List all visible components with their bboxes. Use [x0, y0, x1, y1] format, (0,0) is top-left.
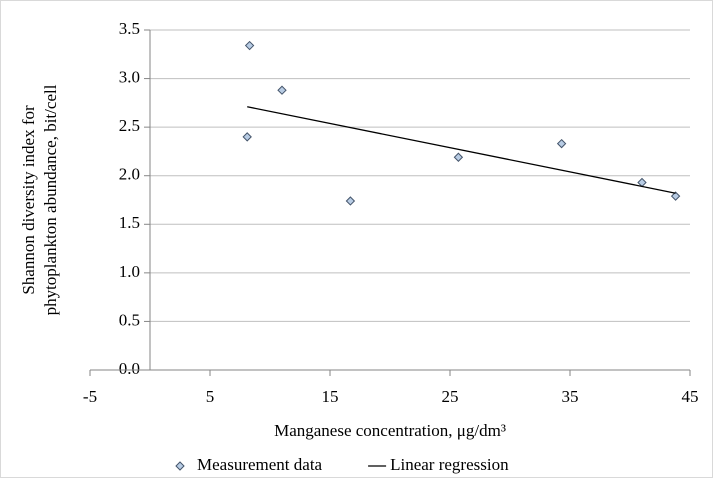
y-tick-label: 3.5: [119, 19, 140, 38]
regression-line: [247, 106, 676, 194]
y-tick-label: 2.5: [119, 116, 140, 135]
x-tick-label: -5: [83, 387, 97, 406]
x-tick-label: 15: [322, 387, 339, 406]
data-point: [453, 152, 464, 162]
x-axis-title: Manganese concentration, μg/dm³: [274, 421, 506, 440]
data-point: [242, 132, 252, 142]
y-axis-title: phytoplankton abundance, bit/cell: [41, 84, 60, 315]
y-tick-label: 3.0: [119, 67, 140, 86]
x-tick-label: 25: [442, 387, 459, 406]
y-tick-label: 2.0: [119, 165, 140, 184]
y-tick-label: 1.0: [119, 262, 140, 281]
data-point: [556, 138, 567, 149]
y-tick-label: 0.5: [119, 310, 140, 329]
legend-label: Linear regression: [390, 455, 509, 474]
data-point: [244, 40, 255, 51]
x-tick-label: 45: [682, 387, 699, 406]
y-tick-label: 0.0: [119, 359, 140, 378]
y-tick-label: 1.5: [119, 213, 140, 232]
data-point: [670, 191, 681, 201]
data-point: [277, 85, 287, 95]
x-tick-label: 5: [206, 387, 215, 406]
data-point: [345, 196, 356, 206]
legend-swatch: [175, 461, 185, 471]
legend-label: Measurement data: [197, 455, 323, 474]
x-tick-label: 35: [562, 387, 579, 406]
y-axis-title: Shannon diversity index for: [19, 105, 38, 295]
